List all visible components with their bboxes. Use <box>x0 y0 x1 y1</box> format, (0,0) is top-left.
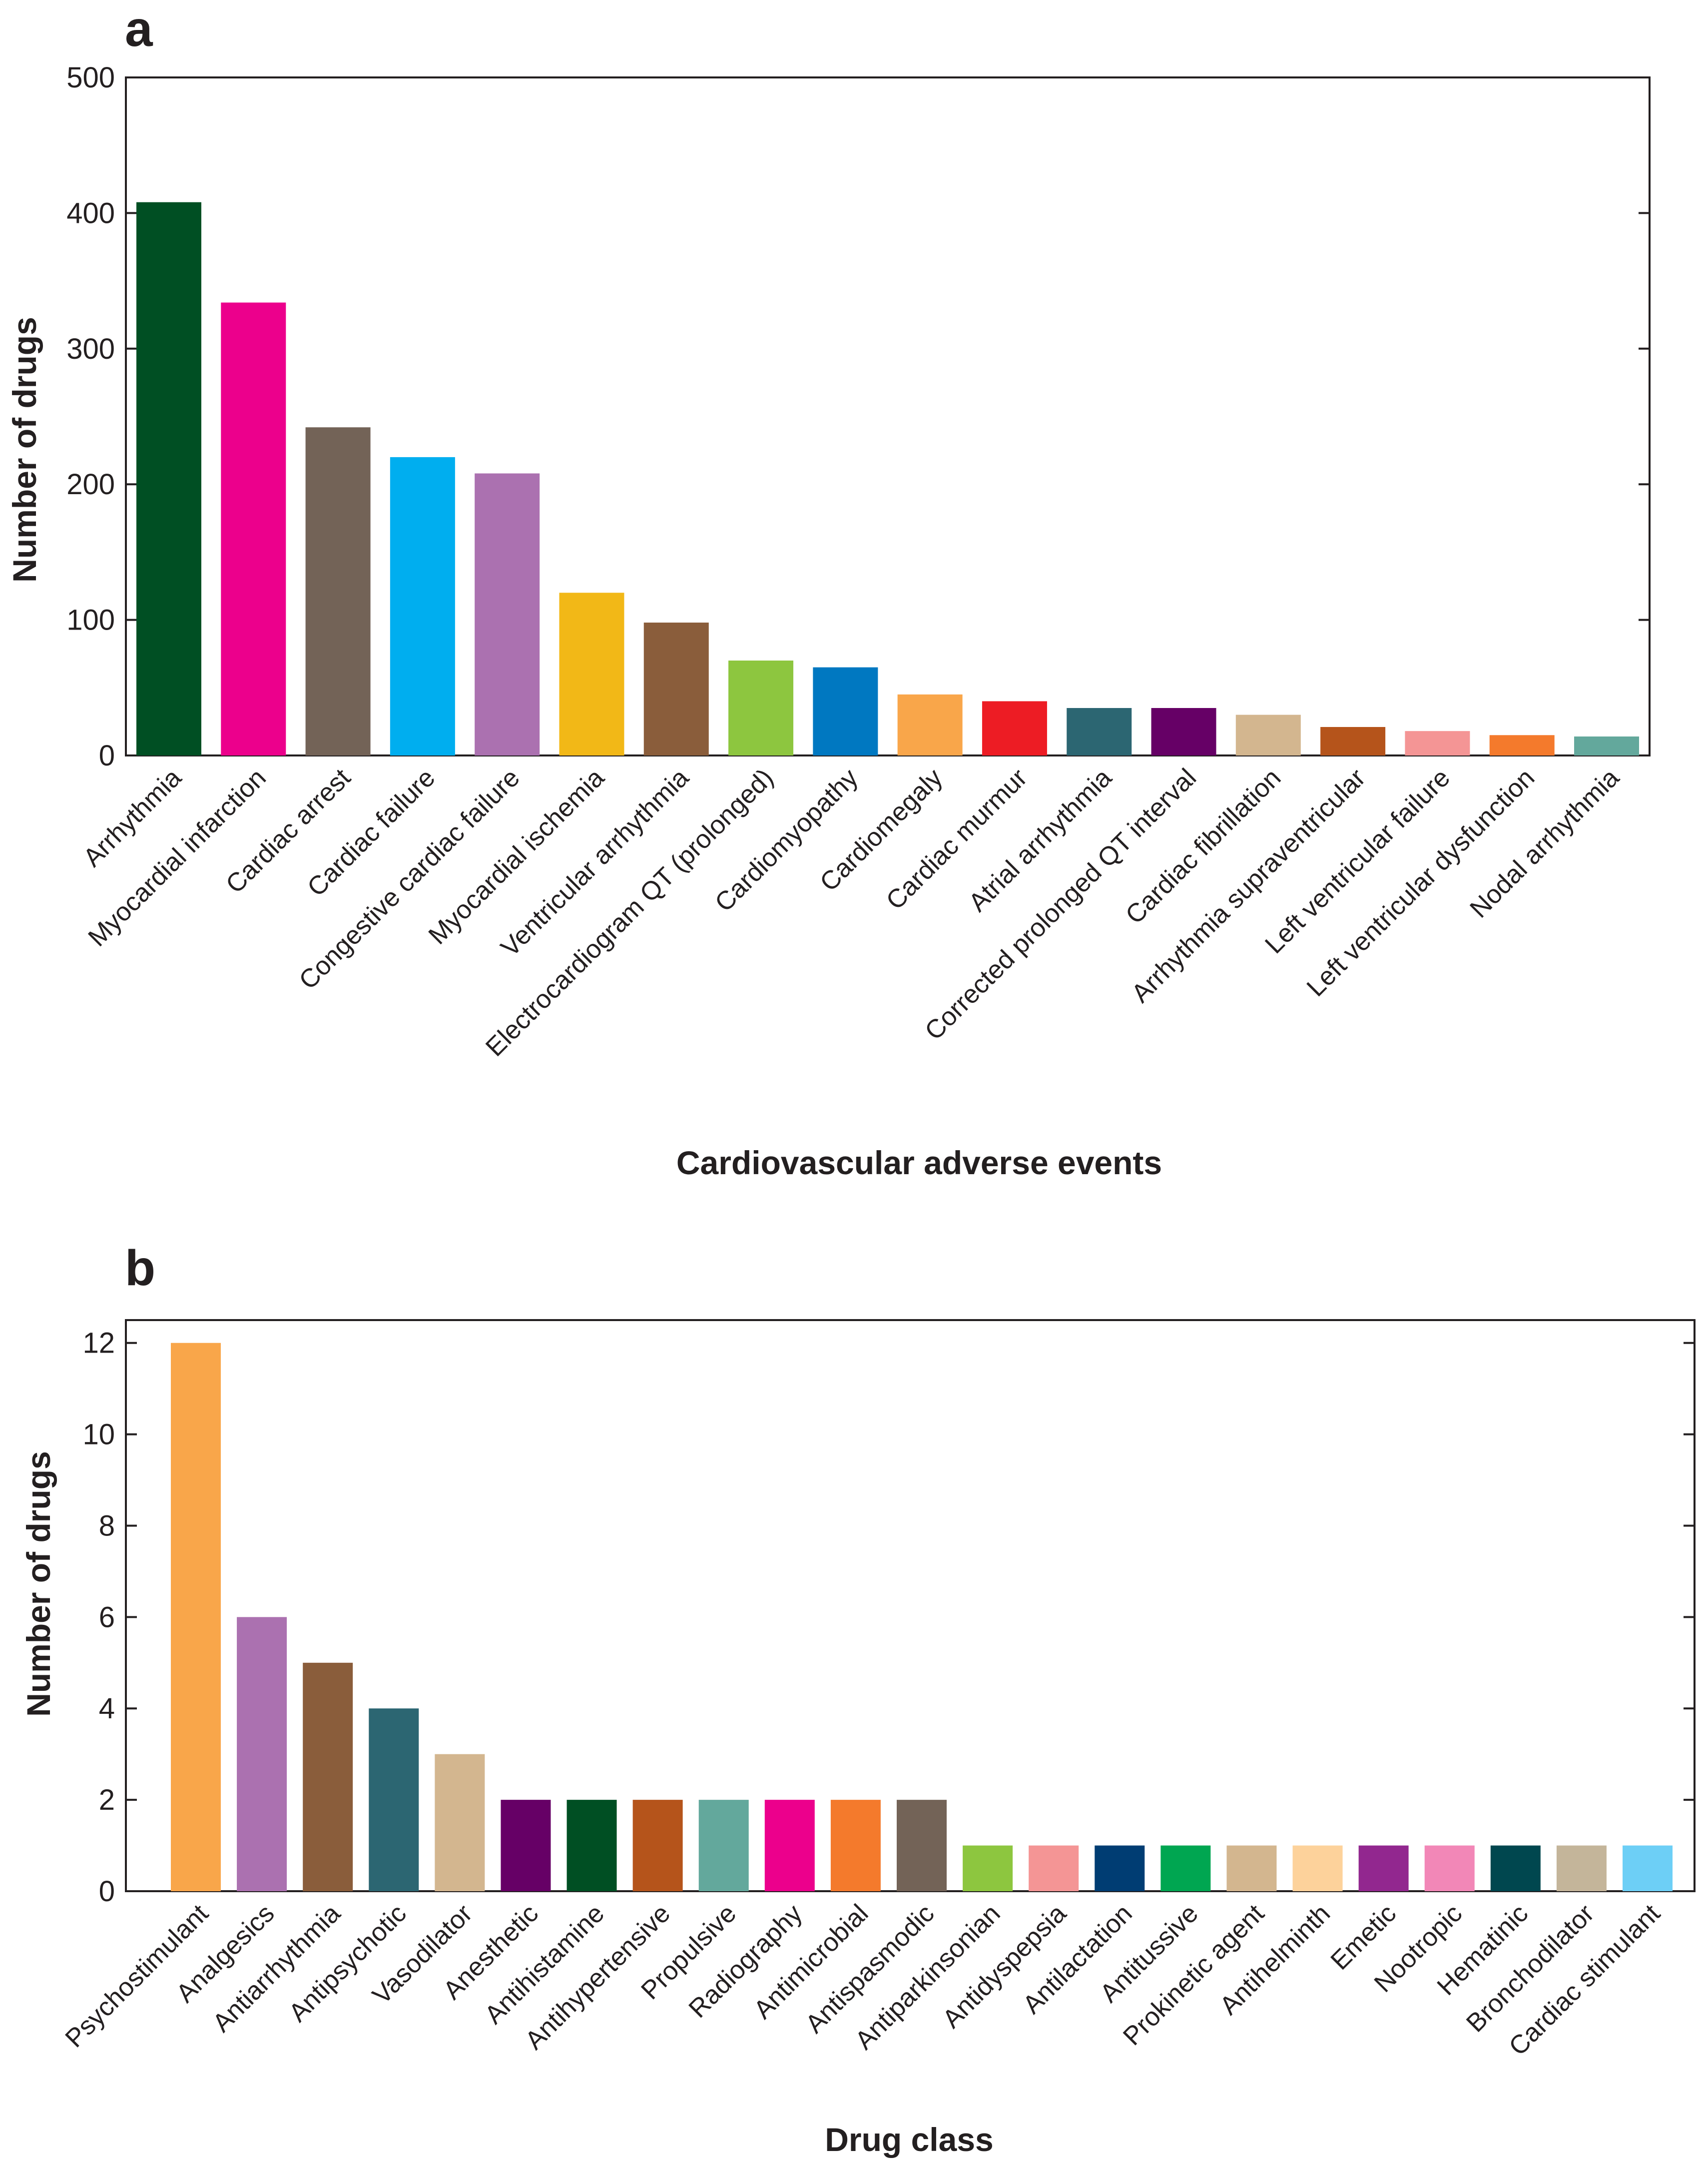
bar-analgesics <box>237 1617 287 1891</box>
x-tick-label: Radiography <box>683 1899 808 2024</box>
bar-nootropic <box>1424 1845 1475 1891</box>
bar-cardiomegaly <box>897 694 963 755</box>
bar-anesthetic <box>501 1800 551 1891</box>
bar-hematinic <box>1490 1845 1541 1891</box>
panel-b-x-axis-title: Drug class <box>825 2121 993 2158</box>
bar-antiparkinsonian <box>963 1845 1013 1891</box>
bar-myocardial-ischemia <box>559 593 624 755</box>
panel-a-plot-frame <box>125 76 1651 756</box>
y-tick-label: 100 <box>66 604 115 637</box>
bar-psychostimulant <box>171 1343 221 1891</box>
bar-antiarrhythmia <box>303 1662 353 1891</box>
bar-cardiac-arrest <box>305 427 371 755</box>
panel-b-plot: 024681012PsychostimulantAnalgesicsAntiar… <box>60 1319 1696 2062</box>
bar-emetic <box>1358 1845 1409 1891</box>
bar-antispasmodic <box>897 1800 947 1891</box>
bar-propulsive <box>698 1800 749 1891</box>
y-tick-label: 200 <box>66 468 115 501</box>
bar-antihelminth <box>1292 1845 1343 1891</box>
x-tick-label: Cardiac murmur <box>881 763 1033 915</box>
bar-cardiac-fibrillation <box>1235 715 1301 755</box>
bar-cardiac-murmur <box>982 701 1047 755</box>
x-tick-label: Atrial arrhythmia <box>963 763 1118 917</box>
panel-b: b 024681012PsychostimulantAnalgesicsAnti… <box>20 1240 1696 2158</box>
bar-bronchodilator <box>1556 1845 1607 1891</box>
bar-antihypertensive <box>632 1800 683 1891</box>
panel-a-x-axis-title: Cardiovascular adverse events <box>676 1144 1162 1181</box>
x-tick-label: Cardiac fibrillation <box>1120 763 1286 929</box>
x-tick-label: Nodal arrhythmia <box>1464 763 1625 923</box>
panel-a-letter: a <box>125 1 153 57</box>
y-tick-label: 500 <box>66 61 115 94</box>
y-tick-label: 4 <box>99 1692 115 1725</box>
bar-ventricular-arrhythmia <box>643 623 709 755</box>
bar-vasodilator <box>435 1754 485 1891</box>
x-tick-label: Cardiomyopathy <box>709 763 864 917</box>
y-tick-label: 400 <box>66 197 115 229</box>
bar-left-ventricular-dysfunction <box>1489 735 1555 755</box>
bar-antimicrobial <box>830 1800 881 1891</box>
bar-antitussive <box>1160 1845 1211 1891</box>
bar-antipsychotic <box>369 1708 419 1891</box>
y-tick-label: 0 <box>99 1875 115 1908</box>
y-tick-label: 0 <box>99 739 115 772</box>
bar-cardiac-failure <box>390 457 455 755</box>
y-tick-label: 8 <box>99 1509 115 1542</box>
y-tick-label: 300 <box>66 333 115 365</box>
bar-electrocardiogram-qt-prolonged- <box>728 661 794 755</box>
bar-arrhythmia-supraventricular <box>1320 727 1386 755</box>
bar-corrected-prolonged-qt-interval <box>1151 708 1216 755</box>
x-tick-label: Antimicrobial <box>748 1899 874 2024</box>
bar-nodal-arrhythmia <box>1574 736 1639 755</box>
panel-b-letter: b <box>125 1240 155 1296</box>
bar-left-ventricular-failure <box>1405 731 1470 755</box>
bar-congestive-cardiac-failure <box>475 473 540 755</box>
panel-a-y-axis-title: Number of drugs <box>6 317 43 583</box>
bar-antilactation <box>1095 1845 1145 1891</box>
y-tick-label: 10 <box>82 1419 115 1451</box>
y-tick-label: 12 <box>82 1327 115 1360</box>
y-tick-label: 2 <box>99 1784 115 1816</box>
panel-b-y-axis-title: Number of drugs <box>20 1451 57 1717</box>
bar-myocardial-infarction <box>221 302 286 755</box>
bar-prokinetic-agent <box>1226 1845 1277 1891</box>
bar-atrial-arrhythmia <box>1067 708 1132 755</box>
bar-antidyspepsia <box>1029 1845 1079 1891</box>
bar-cardiac-stimulant <box>1623 1845 1673 1891</box>
bar-arrhythmia <box>136 202 201 755</box>
bar-cardiomyopathy <box>813 667 878 755</box>
y-tick-label: 6 <box>99 1601 115 1633</box>
bar-antihistamine <box>567 1800 617 1891</box>
bar-radiography <box>764 1800 815 1891</box>
